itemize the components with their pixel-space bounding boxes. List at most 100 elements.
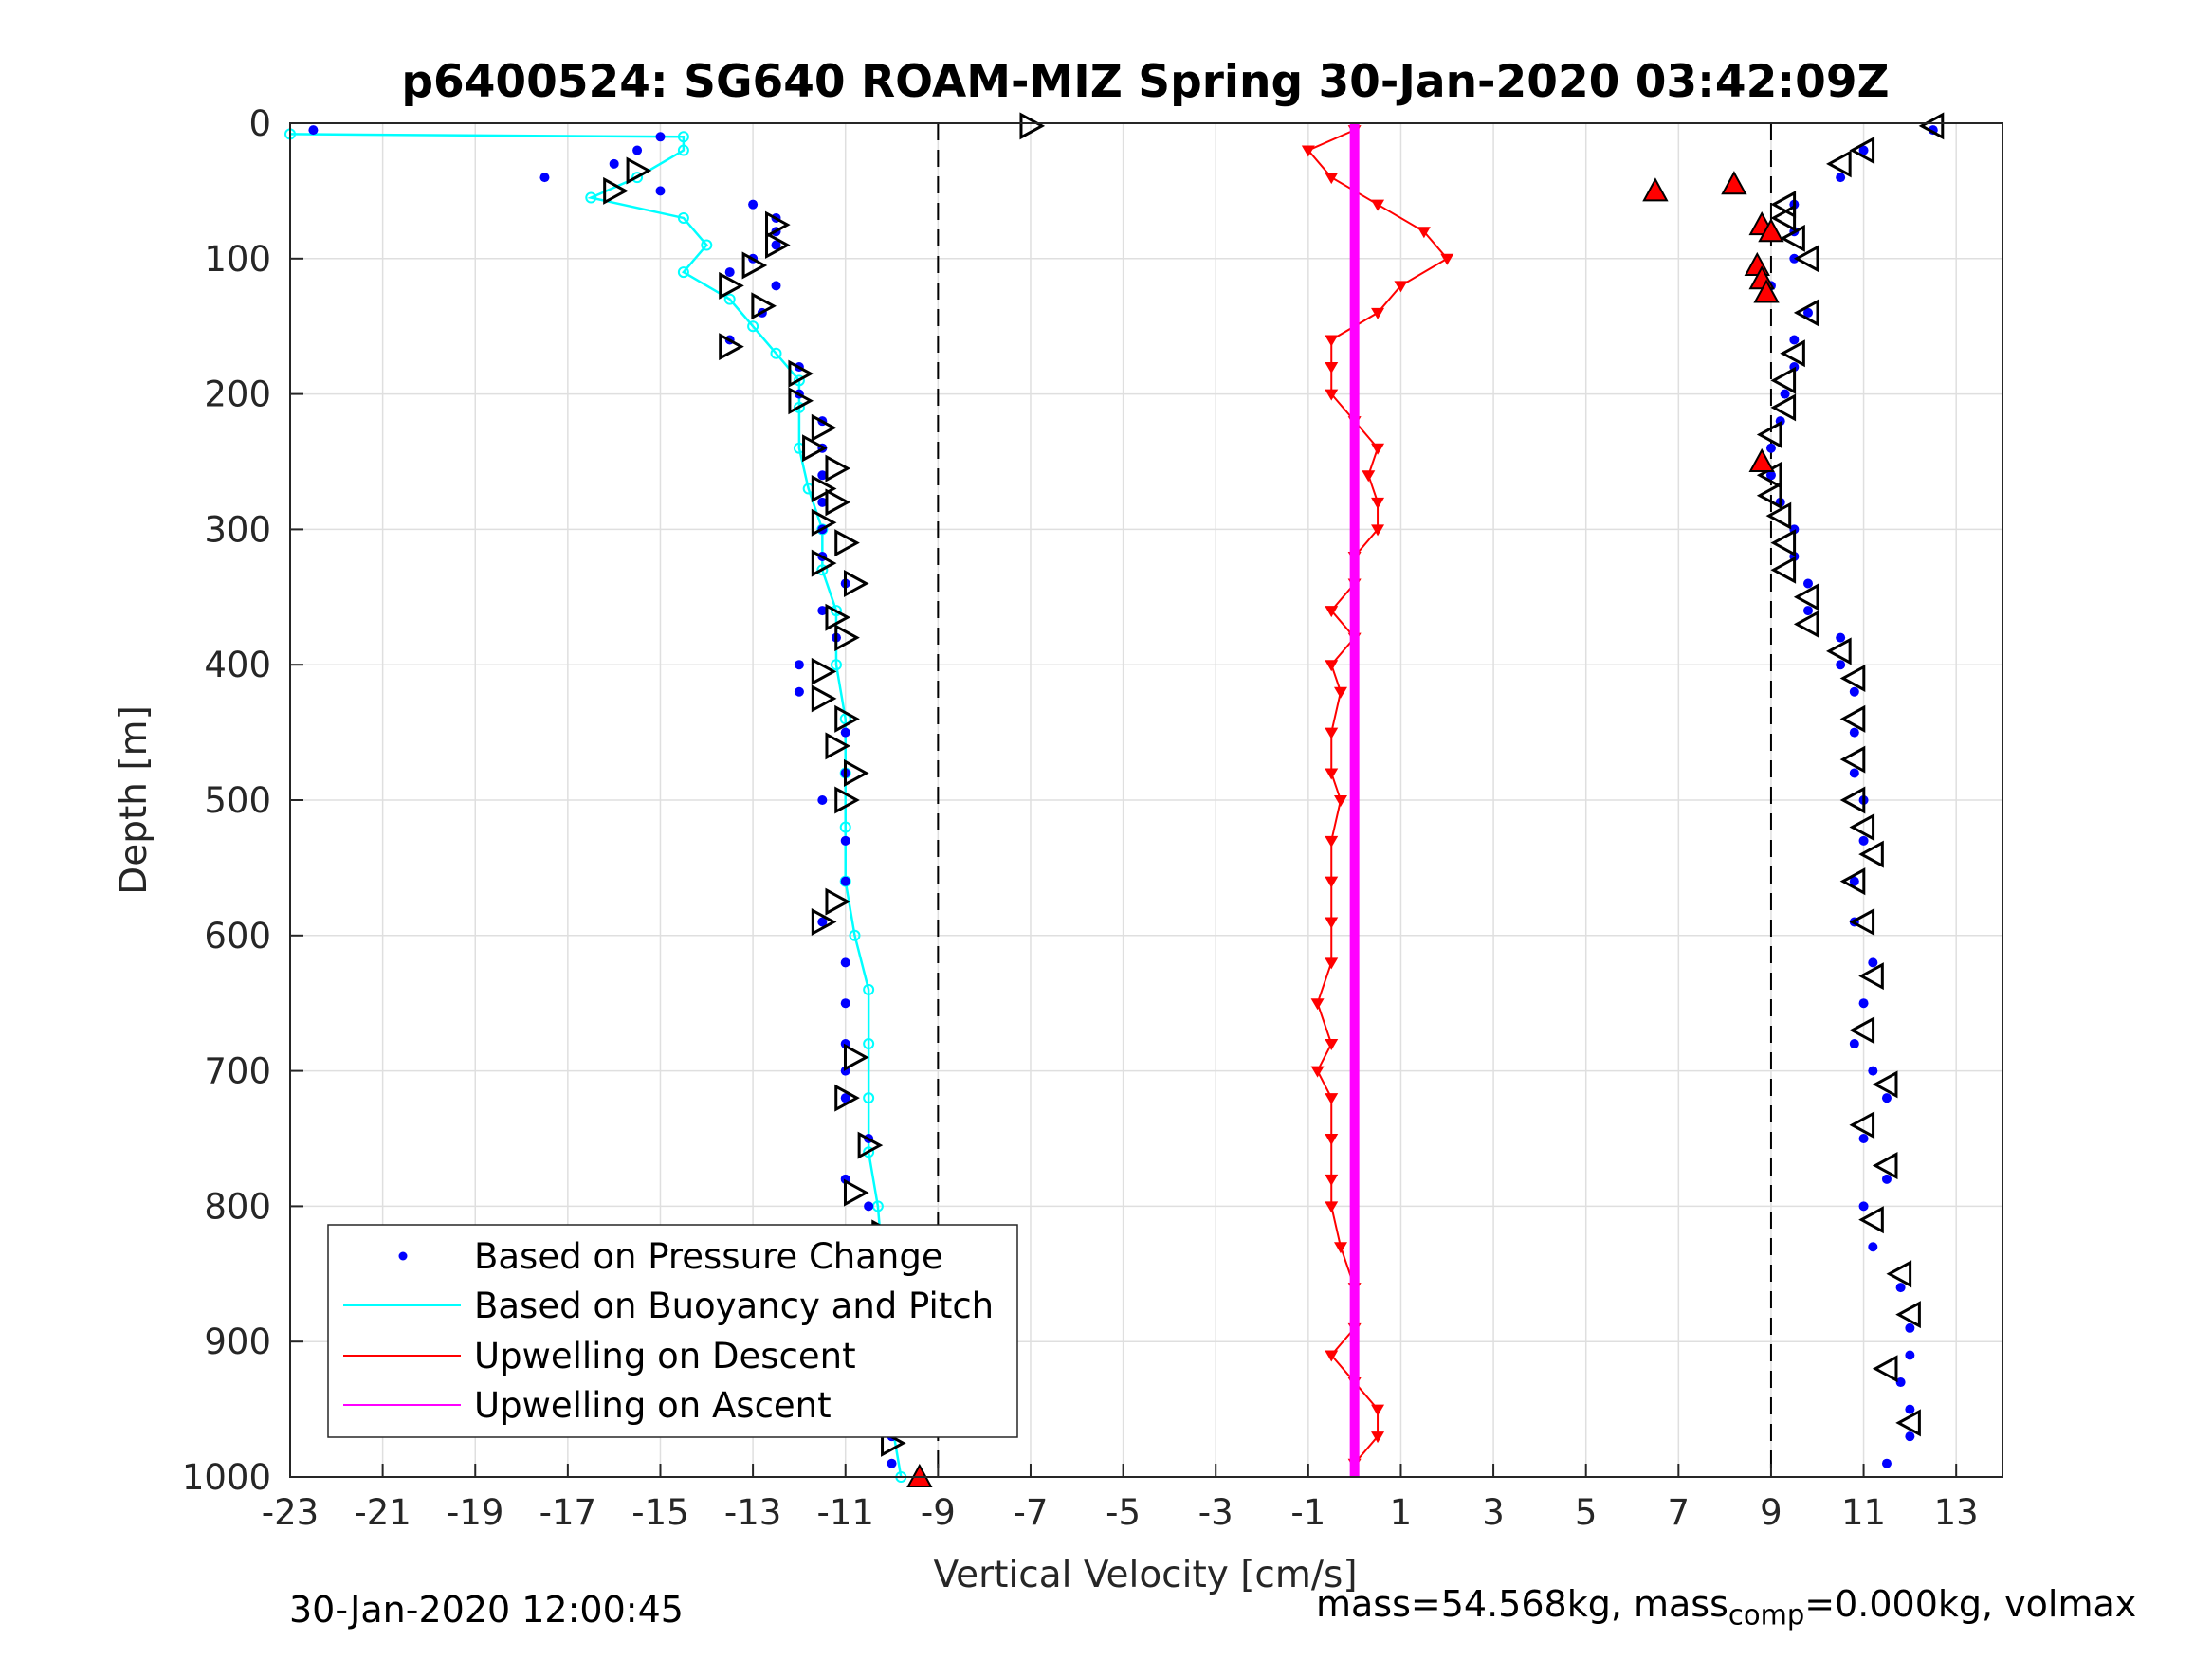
red-triangle-marker bbox=[1758, 218, 1784, 243]
x-axis-label: Vertical Velocity [cm/s] bbox=[933, 1554, 1357, 1596]
pressure-ascent-point bbox=[1849, 727, 1859, 738]
upwelling-descent-marker bbox=[1371, 1404, 1385, 1416]
descent-triangle-marker bbox=[834, 786, 860, 814]
timestamp-footer: 30-Jan-2020 12:00:45 bbox=[289, 1589, 684, 1631]
descent-triangle-marker bbox=[825, 454, 851, 483]
pressure-descent-point bbox=[771, 240, 781, 250]
x-tick-label: -15 bbox=[631, 1492, 688, 1533]
descent-triangle-marker bbox=[834, 529, 860, 557]
buoyancy-pitch-point bbox=[816, 564, 829, 576]
x-tick-label: -5 bbox=[1106, 1492, 1141, 1533]
upwelling-descent-marker bbox=[1417, 227, 1431, 239]
mass-suffix: =0.000kg, volmax bbox=[1804, 1583, 2137, 1625]
x-tick-label: -17 bbox=[539, 1492, 596, 1533]
pressure-ascent-point bbox=[1881, 1458, 1892, 1468]
upwelling-descent-marker bbox=[1301, 145, 1315, 157]
x-tick-label: -19 bbox=[447, 1492, 503, 1533]
pressure-ascent-point bbox=[1895, 1377, 1906, 1388]
descent-triangle-marker bbox=[751, 292, 777, 320]
descent-triangle-marker bbox=[603, 176, 629, 205]
pressure-ascent-point bbox=[1905, 1322, 1915, 1333]
buoyancy-pitch-point bbox=[677, 211, 689, 224]
x-tick-label: -21 bbox=[354, 1492, 411, 1533]
pressure-ascent-point bbox=[1765, 443, 1776, 453]
buoyancy-pitch-point bbox=[863, 1038, 875, 1050]
buoyancy-pitch-point bbox=[830, 605, 842, 617]
pressure-ascent-point bbox=[1836, 173, 1846, 183]
upwelling-descent-marker bbox=[1334, 686, 1348, 699]
y-axis-ticks: 0 100 200 300 400 500 600 700 800 900 1000 bbox=[182, 103, 303, 1498]
descent-triangle-marker bbox=[834, 624, 860, 652]
mass-subscript: comp bbox=[1728, 1598, 1805, 1632]
descent-triangle-marker bbox=[811, 475, 837, 503]
legend-pressure-label: Based on Pressure Change bbox=[474, 1236, 943, 1277]
pressure-ascent-point bbox=[1849, 1039, 1859, 1049]
pressure-descent-point bbox=[794, 686, 804, 697]
ascent-triangle-marker bbox=[1756, 482, 1782, 510]
pressure-descent-point bbox=[655, 132, 666, 142]
x-tick-label: -9 bbox=[921, 1492, 956, 1533]
pressure-descent-point bbox=[817, 497, 828, 507]
ascent-triangle-marker bbox=[1793, 299, 1819, 327]
descent-triangle-marker bbox=[825, 887, 851, 916]
pressure-ascent-point bbox=[1881, 1174, 1892, 1184]
x-tick-label: 3 bbox=[1482, 1492, 1505, 1533]
ascent-triangle-marker bbox=[1858, 840, 1884, 868]
x-tick-label: -3 bbox=[1198, 1492, 1234, 1533]
upwelling-descent-marker bbox=[1325, 1134, 1339, 1145]
upwelling-descent-marker bbox=[1371, 524, 1385, 537]
pressure-ascent-point bbox=[1836, 632, 1846, 643]
pressure-ascent-point bbox=[1858, 998, 1869, 1009]
pressure-descent-point bbox=[840, 1093, 850, 1103]
upwelling-descent-marker bbox=[1325, 876, 1339, 888]
red-triangle-marker bbox=[1642, 177, 1669, 202]
upwelling-descent-marker bbox=[1371, 497, 1385, 509]
pressure-ascent-point bbox=[1881, 1093, 1892, 1103]
buoyancy-pitch-point bbox=[839, 821, 851, 833]
x-tick-label: 9 bbox=[1760, 1492, 1782, 1533]
pressure-ascent-point bbox=[1868, 957, 1878, 968]
x-tick-label: -1 bbox=[1290, 1492, 1325, 1533]
buoyancy-pitch-point bbox=[677, 144, 689, 156]
upwelling-descent-marker bbox=[1371, 443, 1385, 455]
pressure-ascent-point bbox=[1849, 876, 1859, 886]
ascent-triangle-marker bbox=[1872, 1070, 1898, 1099]
descent-triangle-marker bbox=[857, 1131, 884, 1159]
ascent-triangle-marker bbox=[1839, 664, 1866, 693]
pressure-ascent-point bbox=[1905, 1431, 1915, 1442]
y-tick-label: 300 bbox=[204, 509, 271, 550]
y-tick-label: 0 bbox=[248, 103, 271, 144]
buoyancy-pitch-point bbox=[863, 1146, 875, 1158]
descent-triangle-marker bbox=[811, 549, 837, 577]
x-tick-label: 1 bbox=[1390, 1492, 1413, 1533]
upwelling-descent-marker bbox=[1325, 1350, 1339, 1362]
pressure-ascent-point bbox=[1858, 1134, 1869, 1143]
descent-triangle-marker bbox=[811, 907, 837, 937]
buoyancy-pitch-point bbox=[849, 929, 861, 941]
chart-title: p6400524: SG640 ROAM-MIZ Spring 30-Jan-2… bbox=[401, 56, 1889, 108]
pressure-descent-point bbox=[632, 145, 643, 155]
upwelling-descent-marker bbox=[1325, 957, 1339, 970]
pressure-ascent-point bbox=[1858, 1201, 1869, 1212]
descent-triangle-marker bbox=[788, 387, 814, 415]
pressure-ascent-point bbox=[1905, 1350, 1915, 1360]
ascent-triangle-marker bbox=[1849, 1111, 1875, 1139]
upwelling-descent-marker bbox=[1371, 307, 1385, 319]
pressure-descent-point bbox=[724, 267, 735, 278]
descent-triangle-marker bbox=[825, 488, 851, 517]
ascent-triangle-marker bbox=[1872, 1152, 1898, 1180]
x-tick-label: -7 bbox=[1014, 1492, 1049, 1533]
ascent-triangle-marker bbox=[1849, 907, 1875, 937]
red-triangle-marker bbox=[1748, 447, 1775, 472]
descent-triangle-marker bbox=[802, 434, 828, 463]
ascent-triangle-marker bbox=[1826, 150, 1852, 178]
y-tick-label: 700 bbox=[204, 1051, 271, 1092]
pressure-descent-point bbox=[817, 470, 828, 481]
descent-triangle-marker bbox=[834, 1084, 860, 1112]
ascent-triangle-marker bbox=[1780, 224, 1805, 252]
ascent-triangle-marker bbox=[1793, 245, 1819, 273]
legend-pressure-marker bbox=[398, 1251, 408, 1261]
buoyancy-pitch-point bbox=[793, 374, 805, 387]
buoyancy-pitch-point bbox=[677, 266, 689, 279]
descent-triangle-marker bbox=[843, 569, 869, 598]
